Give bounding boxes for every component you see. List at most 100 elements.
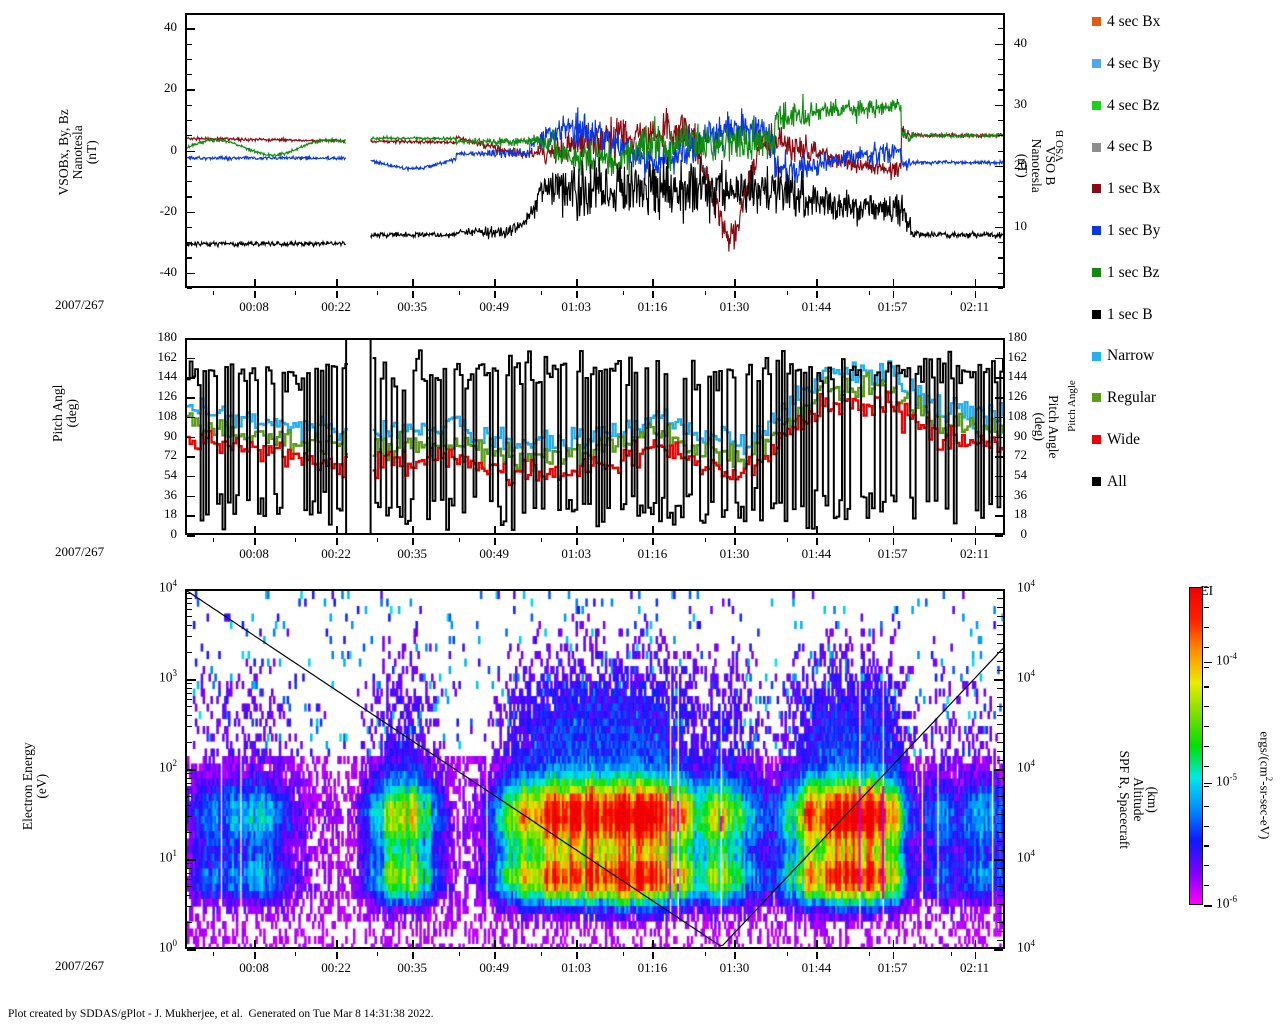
- tick-mark: [997, 886, 1003, 888]
- tick-mark: [705, 952, 707, 956]
- tick-mark: [734, 538, 736, 545]
- legend-item-4-sec-bz[interactable]: 4 sec Bz: [1092, 98, 1160, 114]
- y-tick-label-left: 103: [159, 668, 177, 685]
- tick-mark: [187, 651, 192, 654]
- tick-mark: [997, 616, 1003, 618]
- tick-mark: [187, 43, 192, 45]
- magnetic-field-ylabel-left-units2: (nT): [84, 140, 99, 165]
- legend-item-narrow[interactable]: Narrow: [1092, 348, 1154, 364]
- tick-mark: [998, 13, 1003, 15]
- tick-mark: [997, 589, 1003, 591]
- y-tick-label-right: 104: [1017, 758, 1035, 775]
- legend-item-wide[interactable]: Wide: [1092, 432, 1140, 448]
- tick-mark: [997, 841, 1003, 843]
- y-tick-label-right: 104: [1017, 668, 1035, 685]
- y-tick-label-right: 40: [1014, 34, 1027, 50]
- x-tick-label: 00:08: [239, 299, 269, 314]
- tick-mark: [997, 904, 1003, 906]
- tick-mark: [623, 291, 625, 295]
- tick-mark: [869, 538, 871, 542]
- y-tick-label-left: 40: [164, 19, 177, 35]
- tick-mark: [652, 291, 654, 298]
- tick-mark: [1204, 785, 1209, 787]
- tick-mark: [187, 74, 192, 76]
- electron-spectrogram-image: [187, 591, 1003, 947]
- magnetic-field-panel: [185, 13, 1005, 288]
- pitch-angle-panel: [185, 338, 1005, 535]
- y-tick-label-left: 90: [164, 427, 177, 443]
- legend-item-1-sec-bx[interactable]: 1 sec Bx: [1092, 181, 1160, 197]
- tick-mark: [187, 683, 192, 685]
- tick-mark: [997, 931, 1003, 933]
- tick-mark: [869, 952, 871, 956]
- legend-swatch-icon: [1092, 17, 1101, 27]
- tick-mark: [412, 952, 414, 959]
- tick-mark: [997, 733, 1003, 735]
- tick-mark: [1204, 746, 1209, 748]
- tick-mark: [1204, 825, 1209, 827]
- legend-item-4-sec-by[interactable]: 4 sec By: [1092, 56, 1160, 72]
- magnetic-field-ylabel-right-units2: (nT): [1015, 153, 1030, 178]
- tick-mark: [187, 165, 192, 167]
- legend-item-regular[interactable]: Regular: [1092, 390, 1156, 406]
- tick-mark: [254, 538, 256, 545]
- tick-mark: [997, 877, 1003, 879]
- legend-item-all[interactable]: All: [1092, 474, 1127, 490]
- tick-mark: [187, 687, 192, 689]
- legend-item-1-sec-by[interactable]: 1 sec By: [1092, 223, 1160, 239]
- tick-mark: [997, 769, 1003, 771]
- tick-mark: [787, 952, 789, 956]
- tick-mark: [997, 760, 1003, 762]
- legend-item-1-sec-bz[interactable]: 1 sec Bz: [1092, 265, 1160, 281]
- tick-mark: [1204, 765, 1209, 768]
- tick-mark: [213, 291, 215, 295]
- legend-swatch-icon: [1092, 309, 1101, 319]
- tick-mark: [974, 291, 977, 298]
- tick-mark: [734, 940, 736, 947]
- tick-mark: [336, 952, 338, 959]
- series-1-sec-by: [187, 154, 347, 163]
- y-tick-label-left: 104: [159, 578, 177, 595]
- tick-mark: [1204, 587, 1209, 589]
- y-tick-label-left: 162: [157, 348, 178, 364]
- tick-mark: [652, 952, 654, 959]
- y-tick-label-right: 20: [1014, 156, 1027, 172]
- tick-mark: [995, 338, 1003, 340]
- tick-mark: [998, 74, 1003, 76]
- legend-swatch-icon: [1092, 226, 1101, 236]
- legend-item-4-sec-b[interactable]: 4 sec B: [1092, 139, 1153, 155]
- x-tick-label: 01:03: [561, 299, 592, 314]
- x-tick-label: 01:44: [801, 960, 832, 975]
- tick-mark: [254, 526, 256, 533]
- tick-mark: [652, 538, 654, 545]
- tick-mark: [187, 535, 195, 537]
- tick-mark: [576, 279, 578, 286]
- tick-mark: [997, 895, 1003, 897]
- tick-mark: [187, 515, 195, 517]
- legend-swatch-icon: [1092, 59, 1101, 69]
- x-tick-label: 00:35: [397, 546, 428, 561]
- x-tick-label: 02:11: [959, 546, 990, 561]
- legend-label: 1 sec Bz: [1107, 263, 1160, 281]
- tick-mark: [998, 89, 1003, 91]
- pitch-angle-traces: [187, 340, 1003, 533]
- x-tick-label: 01:44: [801, 546, 832, 561]
- tick-mark: [494, 940, 496, 947]
- tick-mark: [187, 616, 192, 618]
- tick-mark: [997, 697, 1003, 699]
- x-tick-label: 00:08: [239, 546, 269, 561]
- tick-mark: [494, 538, 496, 545]
- tick-mark: [997, 634, 1003, 636]
- y-tick-label-left: 0: [170, 141, 178, 157]
- tick-mark: [997, 832, 1003, 834]
- colorbar-tick-label: 10-5: [1216, 771, 1237, 789]
- legend-item-4-sec-bx[interactable]: 4 sec Bx: [1092, 14, 1160, 30]
- legend-swatch-icon: [1092, 351, 1101, 361]
- tick-mark: [816, 538, 818, 545]
- legend-item-1-sec-b[interactable]: 1 sec B: [1092, 307, 1153, 323]
- x-tick-label: 00:08: [239, 960, 269, 975]
- tick-mark: [652, 526, 654, 533]
- tick-mark: [187, 242, 192, 244]
- x-tick-label: 00:49: [479, 960, 510, 975]
- legend-swatch-icon: [1092, 100, 1101, 110]
